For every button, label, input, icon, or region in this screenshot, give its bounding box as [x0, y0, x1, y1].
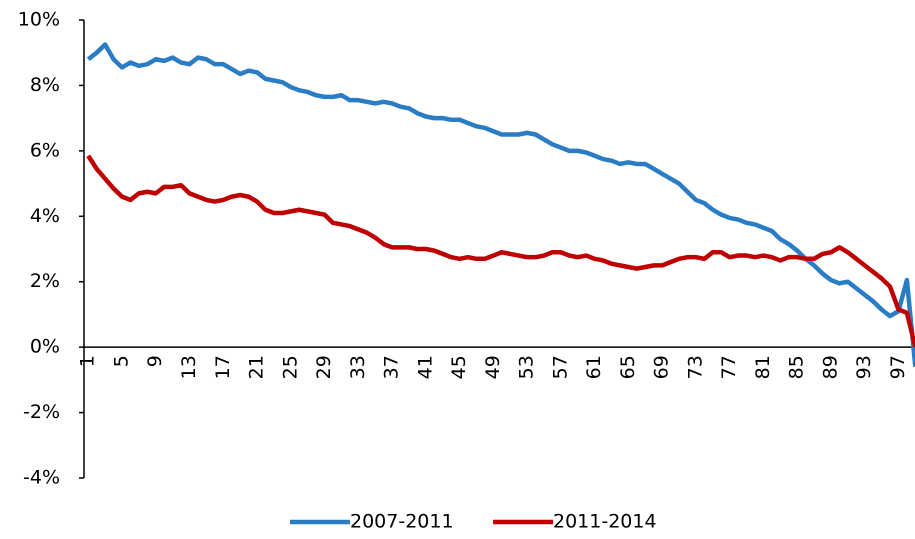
series-line	[86, 154, 915, 348]
x-tick-label: 1	[77, 355, 99, 367]
series-line	[86, 42, 915, 367]
x-tick-label: 73	[684, 355, 706, 379]
x-tick-label: 93	[853, 355, 875, 379]
x-tick-label: 57	[549, 355, 571, 379]
x-tick-label: 89	[819, 355, 841, 379]
x-tick-label: 5	[110, 355, 132, 367]
x-tick-label: 25	[279, 355, 301, 379]
x-tick-label: 97	[887, 355, 909, 379]
x-tick-label: 13	[178, 355, 200, 379]
x-tick-label: 81	[752, 355, 774, 379]
x-tick-label: 37	[381, 355, 403, 379]
x-tick-label: 29	[313, 355, 335, 379]
x-tick-label: 85	[786, 355, 808, 379]
x-tick-label: 61	[583, 355, 605, 379]
x-tick-label: 65	[617, 355, 639, 379]
y-tick-label: 10%	[18, 9, 60, 31]
y-tick-label: 8%	[30, 74, 60, 96]
y-tick-label: -2%	[23, 401, 60, 423]
legend-label: 2007-2011	[350, 511, 454, 533]
y-tick-label: 2%	[30, 270, 60, 292]
x-tick-label: 21	[246, 355, 268, 379]
y-tick-label: 6%	[30, 139, 60, 161]
y-tick-label: -4%	[23, 467, 60, 489]
y-tick-label: 0%	[30, 336, 60, 358]
x-tick-label: 69	[651, 355, 673, 379]
x-tick-label: 49	[482, 355, 504, 379]
x-tick-label: 45	[448, 355, 470, 379]
x-tick-label: 77	[718, 355, 740, 379]
y-tick-label: 4%	[30, 205, 60, 227]
legend-label: 2011-2014	[553, 511, 657, 533]
x-tick-label: 9	[144, 355, 166, 367]
x-tick-label: 33	[347, 355, 369, 379]
x-tick-label: 41	[414, 355, 436, 379]
x-tick-label: 17	[212, 355, 234, 379]
x-tick-label: 53	[516, 355, 538, 379]
